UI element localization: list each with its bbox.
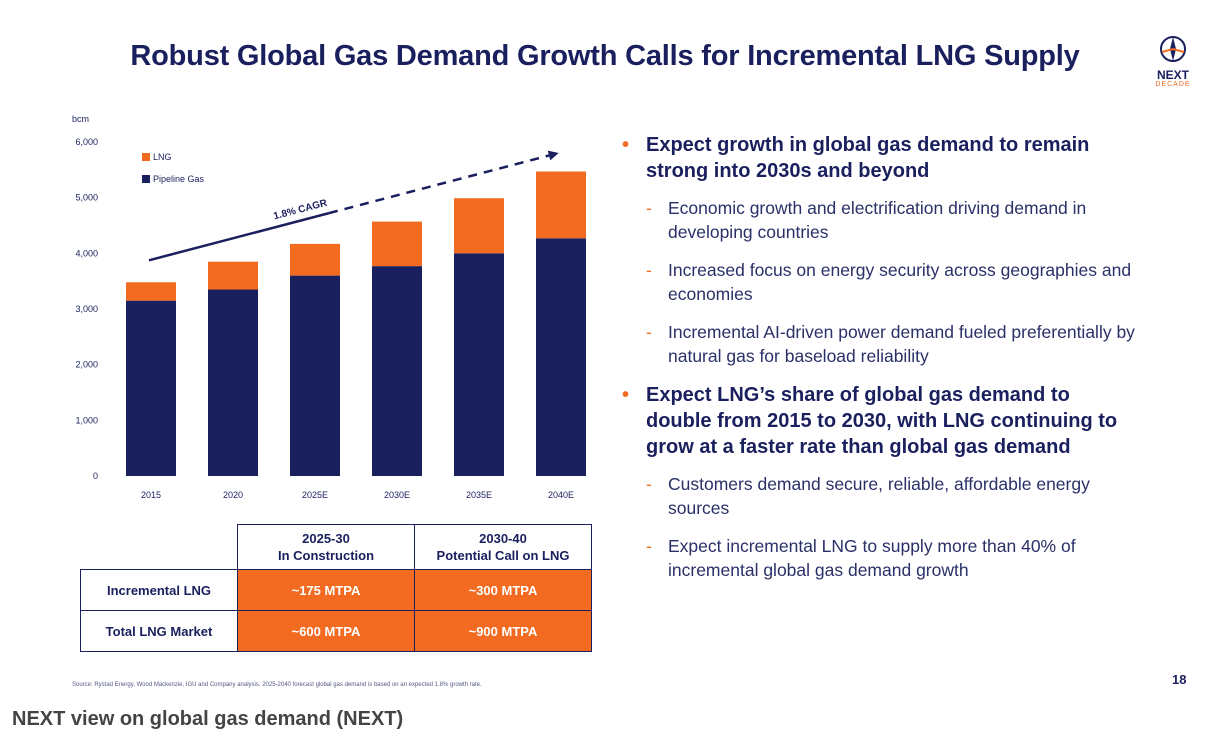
logo-icon (1160, 36, 1186, 62)
header-desc: In Construction (277, 548, 375, 563)
bullet-sub: - Increased focus on energy security acro… (620, 258, 1140, 306)
company-logo: NEXT DECADE (1148, 34, 1198, 90)
y-tick-label: 4,000 (75, 248, 98, 258)
bullet-sub-text: Economic growth and electrification driv… (668, 198, 1087, 242)
table-cell: ~175 MTPA (237, 569, 415, 611)
bar-pipeline-gas (372, 266, 422, 476)
bullet-sub-text: Incremental AI-driven power demand fuele… (668, 322, 1135, 366)
logo-subwordmark: DECADE (1155, 81, 1191, 88)
table-corner (81, 525, 238, 570)
bullet-dash: - (646, 474, 652, 494)
header-period: 2025-30 (302, 531, 350, 546)
table-header-2025-30: 2025-30 In Construction (237, 524, 415, 570)
bullet-sub-text: Customers demand secure, reliable, affor… (668, 474, 1090, 518)
bar-lng (454, 198, 504, 254)
bullet-sub-text: Expect incremental LNG to supply more th… (668, 536, 1076, 580)
bullet-main: • Expect LNG’s share of global gas demand… (620, 382, 1140, 460)
y-tick-label: 5,000 (75, 193, 98, 203)
x-tick-label: 2020 (223, 490, 243, 500)
bullet-sub: - Expect incremental LNG to supply more t… (620, 534, 1140, 582)
header-desc: Potential Call on LNG (436, 548, 570, 563)
lng-summary-table: 2025-30 In Construction 2030-40 Potentia… (80, 524, 592, 652)
bar-pipeline-gas (208, 289, 258, 476)
cagr-arrow-dashed (328, 154, 550, 215)
bar-pipeline-gas (126, 300, 176, 476)
x-tick-label: 2025E (302, 490, 328, 500)
bar-lng (290, 243, 340, 276)
table-cell: ~900 MTPA (414, 610, 592, 652)
bullet-dash: - (646, 322, 652, 342)
source-note: Source: Rystad Energy, Wood Mackenzie, I… (72, 682, 482, 688)
bullet-dot: • (622, 134, 630, 156)
bullet-dash: - (646, 260, 652, 280)
bar-lng (372, 221, 422, 267)
bullet-list: • Expect growth in global gas demand to r… (620, 132, 1140, 596)
legend-label: LNG (153, 152, 172, 162)
row-label: Incremental LNG (80, 569, 238, 611)
y-tick-label: 6,000 (75, 137, 98, 147)
bullet-dash: - (646, 536, 652, 556)
image-caption: NEXT view on global gas demand (NEXT) (12, 708, 404, 730)
cagr-arrowhead (547, 150, 559, 161)
bullet-text: Expect LNG’s share of global gas demand … (646, 384, 1118, 458)
logo-wordmark: NEXT (1156, 68, 1189, 82)
bar-pipeline-gas (290, 275, 340, 476)
y-tick-label: 0 (93, 471, 98, 481)
bar-lng (536, 171, 586, 239)
x-tick-label: 2035E (466, 490, 492, 500)
y-axis-label: bcm (72, 114, 89, 124)
bar-pipeline-gas (536, 238, 586, 476)
table-row: Incremental LNG ~175 MTPA ~300 MTPA (80, 569, 592, 611)
bullet-text: Expect growth in global gas demand to re… (646, 134, 1090, 182)
y-tick-label: 3,000 (75, 304, 98, 314)
x-tick-label: 2015 (141, 490, 161, 500)
bar-lng (126, 282, 176, 301)
bar-lng (208, 261, 258, 290)
x-tick-label: 2040E (548, 490, 574, 500)
bar-pipeline-gas (454, 253, 504, 476)
x-tick-label: 2030E (384, 490, 410, 500)
bullet-sub: - Customers demand secure, reliable, affo… (620, 472, 1140, 520)
page-number: 18 (1172, 672, 1187, 687)
bullet-main: • Expect growth in global gas demand to r… (620, 132, 1140, 184)
bullet-dash: - (646, 198, 652, 218)
table-header-row: 2025-30 In Construction 2030-40 Potentia… (81, 524, 592, 570)
table-row: Total LNG Market ~600 MTPA ~900 MTPA (80, 610, 592, 652)
table-cell: ~600 MTPA (237, 610, 415, 652)
bullet-sub: - Incremental AI-driven power demand fuel… (620, 320, 1140, 368)
legend-swatch (142, 175, 150, 183)
slide-title: Robust Global Gas Demand Growth Calls fo… (130, 40, 1080, 72)
gas-demand-chart: bcm 0 1,000 2,000 3,000 4,000 5,000 6,000 2015… (72, 114, 586, 500)
header-period: 2030-40 (479, 531, 527, 546)
bullet-sub-text: Increased focus on energy security acros… (668, 260, 1132, 304)
y-tick-label: 2,000 (75, 360, 98, 370)
bullet-sub: - Economic growth and electrification dri… (620, 196, 1140, 244)
legend-label: Pipeline Gas (153, 174, 205, 184)
bullet-dot: • (622, 384, 630, 406)
cagr-label: 1.8% CAGR (272, 198, 329, 223)
table-header-2030-40: 2030-40 Potential Call on LNG (414, 524, 592, 570)
legend-swatch (142, 153, 150, 161)
cagr-arrow (148, 211, 330, 262)
row-label: Total LNG Market (80, 610, 238, 652)
y-tick-label: 1,000 (75, 415, 98, 425)
table-cell: ~300 MTPA (414, 569, 592, 611)
